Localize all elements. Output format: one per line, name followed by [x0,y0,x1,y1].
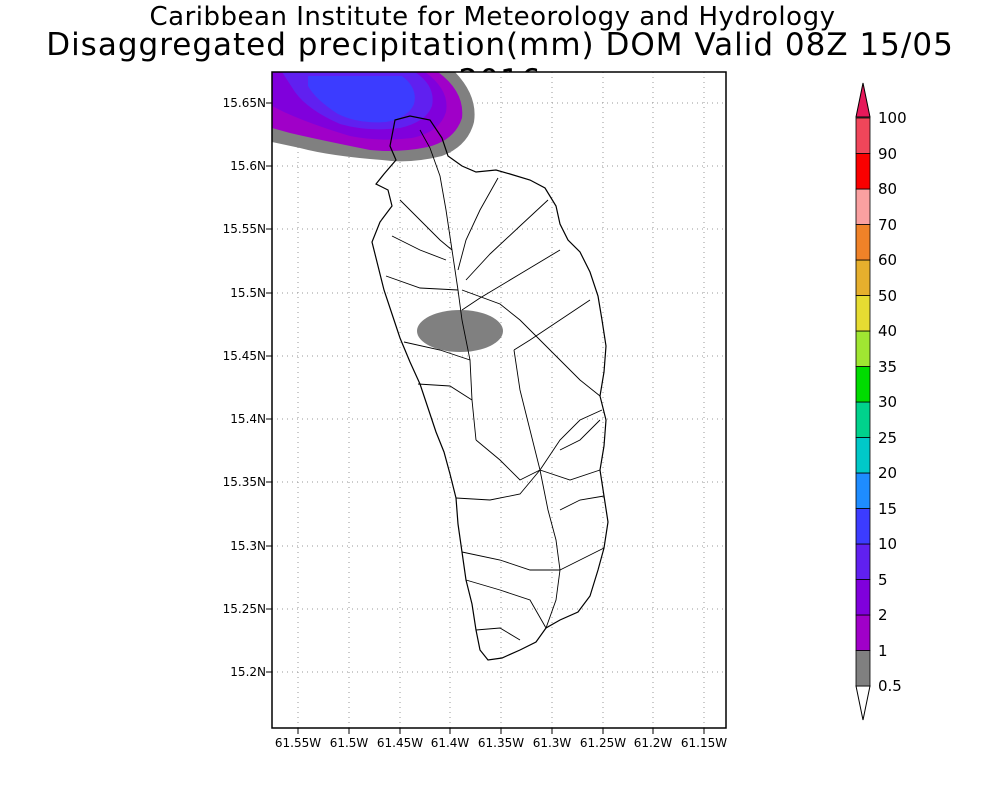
lat-label-15.6n: 15.6N [230,159,266,173]
colorbar-label-10: 10 [878,535,898,553]
colorbar-label-30: 30 [878,393,898,411]
axis-ticks [266,102,705,734]
colorbar-box-5 [855,543,871,580]
colorbar-label-90: 90 [878,144,898,163]
lat-label-15.4n: 15.4N [230,412,266,426]
watershed-lines [385,129,605,641]
colorbar-box-20 [855,437,871,474]
colorbar-box-90 [855,117,871,154]
colorbar-box-60 [855,224,871,261]
lon-label-61.2w: 61.2W [633,736,673,750]
colorbar-box-80 [855,153,871,190]
colorbar-box-70 [855,188,871,225]
lat-label-15.3n: 15.3N [230,539,266,553]
colorbar-label-2: 2 [878,606,888,624]
colorbar-label-70: 70 [878,215,898,234]
lon-label-61.25w: 61.25W [579,736,627,750]
lat-label-15.2n: 15.2N [230,665,266,679]
colorbar-under-triangle [855,685,871,721]
colorbar-label-20: 20 [878,464,898,482]
lon-label-61.4w: 61.4W [430,736,470,750]
colorbar-box-10 [855,508,871,545]
colorbar-label-35: 35 [878,357,898,376]
colorbar-box-0.5 [855,650,871,687]
lon-label-61.55w: 61.55W [274,736,322,750]
colorbar-box-40 [855,295,871,332]
precip-area-central [417,310,503,352]
island-outline [371,115,609,661]
colorbar-box-2 [855,579,871,616]
lon-label-61.15w: 61.15W [680,736,728,750]
lon-label-61.45w: 61.45W [376,736,424,750]
lon-label-61.5w: 61.5W [329,736,369,750]
colorbar-box-1 [855,614,871,651]
colorbar-label-100: 100 [878,109,907,127]
colorbar-label-50: 50 [878,286,898,305]
lat-label-15.55n: 15.55N [222,222,266,236]
colorbar-label-40: 40 [878,322,898,340]
precip-area-north [272,72,475,162]
lat-label-15.65n: 15.65N [222,96,266,110]
lat-label-15.45n: 15.45N [222,349,266,363]
lat-label-15.25n: 15.25N [222,602,266,616]
lon-label-61.3w: 61.3W [532,736,572,750]
lat-label-15.5n: 15.5N [230,286,266,300]
map-plot-area [271,71,727,729]
colorbar-box-50 [855,259,871,296]
colorbar-box-30 [855,366,871,403]
title-line-1: Caribbean Institute for Meteorology and … [149,2,836,32]
lon-label-61.35w: 61.35W [477,736,525,750]
colorbar-label-25: 25 [878,428,898,447]
colorbar-label-5: 5 [878,570,888,589]
title-line-2: Disaggregated precipitation(mm) DOM Vali… [46,27,954,99]
colorbar-label-80: 80 [878,180,898,198]
colorbar-box-15 [855,472,871,509]
colorbar-over-triangle [855,82,871,118]
colorbar-box-35 [855,330,871,367]
colorbar-label-60: 60 [878,251,898,269]
colorbar-label-1: 1 [878,641,888,660]
colorbar-label-15: 15 [878,499,898,518]
colorbar-box-25 [855,401,871,438]
lat-label-15.35n: 15.35N [222,475,266,489]
colorbar-label-0.5: 0.5 [878,677,902,695]
colorbar [855,82,871,721]
